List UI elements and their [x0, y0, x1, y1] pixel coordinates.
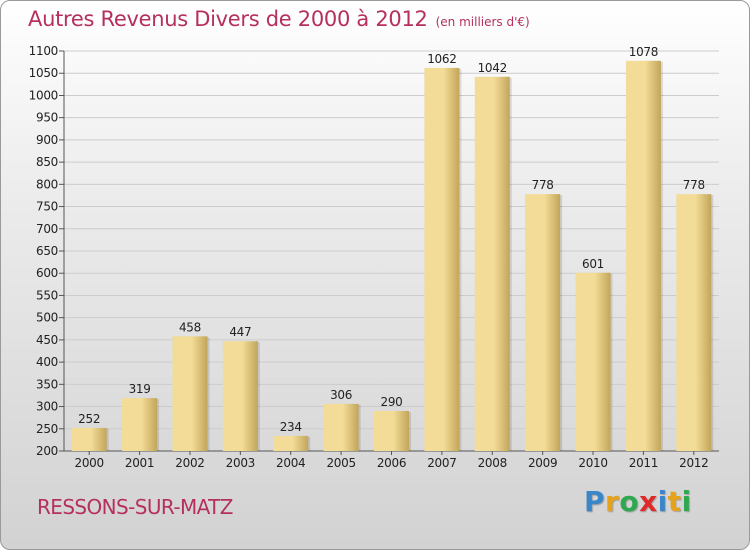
y-tick-label: 500: [36, 311, 58, 325]
y-tick-label: 650: [36, 244, 58, 258]
bar-value-label: 252: [78, 412, 100, 426]
logo-letter: r: [605, 485, 620, 518]
y-tick-label: 450: [36, 333, 58, 347]
x-tick-label: 2003: [226, 456, 255, 470]
y-tick-label: 800: [36, 177, 58, 191]
y-tick-label: 300: [36, 400, 58, 414]
bar: [222, 341, 258, 451]
bar-value-label: 458: [179, 320, 201, 334]
bar: [323, 403, 359, 451]
chart-title-text: Autres Revenus Divers de 2000 à 2012: [28, 7, 428, 31]
x-tick-label: 2007: [427, 456, 456, 470]
x-tick-label: 2000: [75, 456, 104, 470]
logo-letter: o: [619, 485, 640, 518]
x-tick-label: 2002: [175, 456, 204, 470]
bar: [71, 427, 107, 451]
y-tick-label: 950: [36, 111, 58, 125]
bar: [525, 194, 561, 451]
bar: [575, 272, 611, 451]
bar: [122, 398, 158, 451]
bar-value-label: 778: [683, 178, 705, 192]
y-tick-label: 750: [36, 200, 58, 214]
bar-value-label: 1078: [629, 45, 658, 59]
bar-value-label: 1062: [427, 52, 456, 66]
y-tick-label: 400: [36, 355, 58, 369]
y-tick-label: 250: [36, 422, 58, 436]
y-tick-label: 700: [36, 222, 58, 236]
y-tick-label: 600: [36, 266, 58, 280]
y-tick-label: 200: [36, 444, 58, 458]
bars: [71, 60, 714, 452]
chart-title: Autres Revenus Divers de 2000 à 2012 (en …: [28, 7, 530, 31]
bar-value-label: 447: [229, 325, 251, 339]
chart-unit: (en milliers d'€): [435, 15, 530, 29]
logo-letter: x: [639, 485, 658, 518]
x-tick-label: 2012: [679, 456, 708, 470]
bar: [273, 435, 309, 451]
bar-value-label: 1042: [478, 61, 507, 75]
x-tick-label: 2006: [377, 456, 406, 470]
logo-letter: i: [681, 485, 692, 518]
y-tick-label: 1050: [29, 66, 58, 80]
bar-value-label: 601: [582, 257, 604, 271]
labels: 200 250 300 350 400 450 500 550 600 650 700 750 800 8…: [29, 44, 709, 470]
bar-value-label: 306: [330, 388, 352, 402]
logo-letter: P: [584, 485, 606, 518]
logo-letter: t: [667, 485, 682, 518]
x-tick-label: 2009: [528, 456, 557, 470]
proxiti-logo: Proxiti: [584, 485, 692, 518]
bar-value-label: 290: [380, 395, 402, 409]
bar: [474, 76, 510, 452]
bar: [625, 60, 661, 452]
y-tick-label: 1100: [29, 44, 58, 58]
bar: [172, 336, 208, 451]
y-tick-label: 350: [36, 377, 58, 391]
x-tick-label: 2001: [125, 456, 154, 470]
bar: [424, 67, 460, 451]
x-tick-label: 2010: [578, 456, 607, 470]
bar-value-label: 319: [129, 382, 151, 396]
x-tick-label: 2008: [478, 456, 507, 470]
y-tick-label: 900: [36, 133, 58, 147]
y-tick-label: 1000: [29, 88, 58, 102]
x-tick-label: 2011: [629, 456, 658, 470]
logo-letter: i: [657, 485, 668, 518]
y-tick-label: 550: [36, 288, 58, 302]
x-tick-label: 2005: [326, 456, 355, 470]
bar: [676, 194, 712, 451]
bar: [374, 411, 409, 451]
grid-lines: [64, 50, 719, 452]
city-name: RESSONS-SUR-MATZ: [37, 495, 233, 519]
x-tick-label: 2004: [276, 456, 305, 470]
bar-value-label: 234: [280, 420, 302, 434]
y-tick-label: 850: [36, 155, 58, 169]
bar-value-label: 778: [532, 178, 554, 192]
